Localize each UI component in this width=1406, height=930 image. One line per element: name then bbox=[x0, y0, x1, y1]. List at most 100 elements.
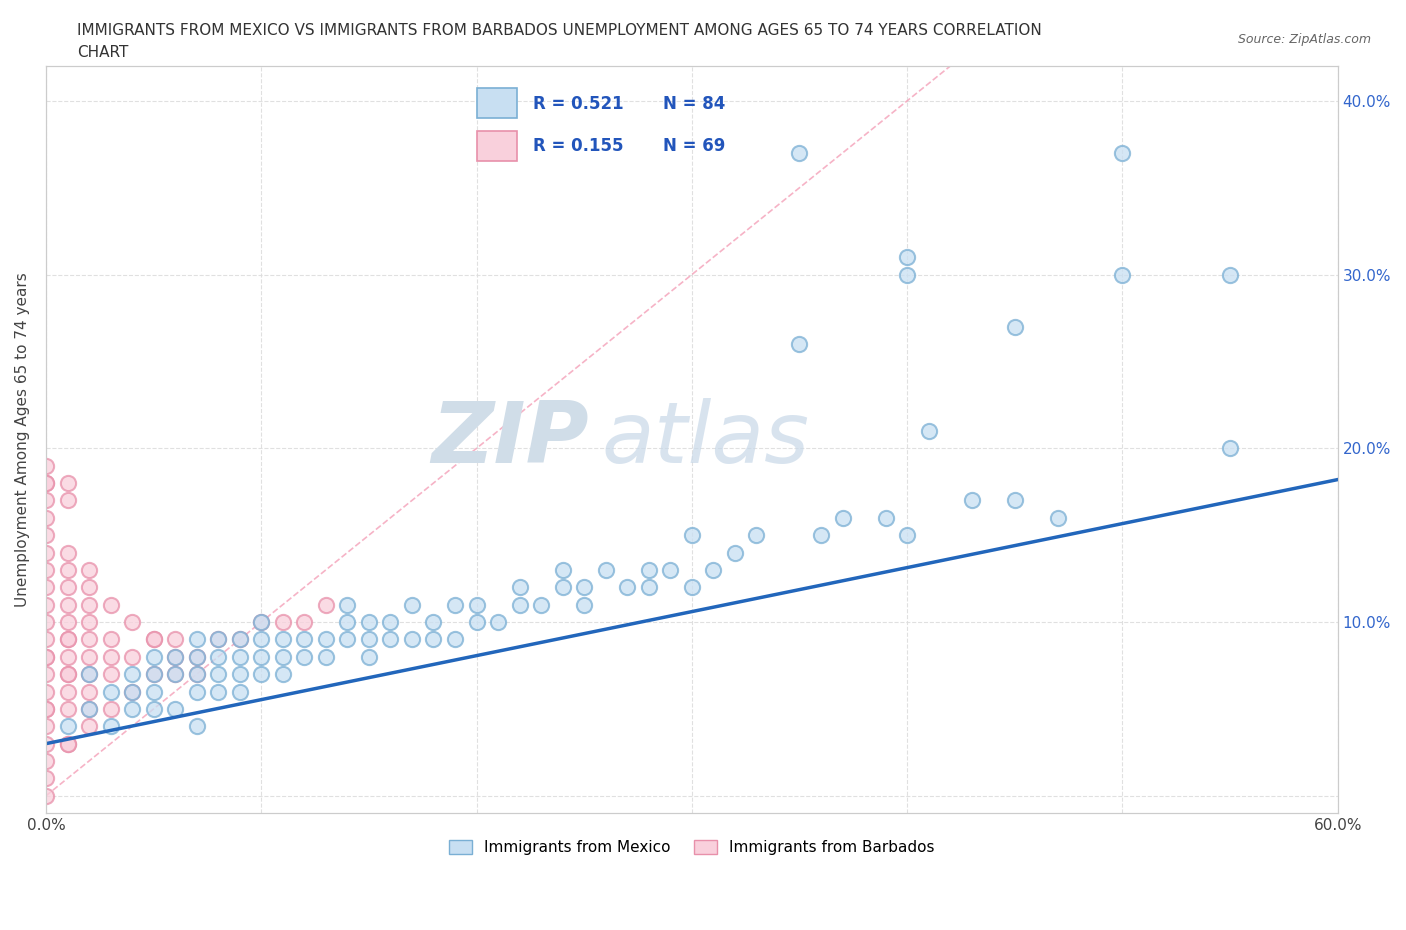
Point bbox=[56, 632, 79, 647]
Point bbox=[292, 615, 315, 630]
Point bbox=[35, 527, 58, 542]
Point bbox=[35, 649, 58, 664]
Text: atlas: atlas bbox=[602, 398, 810, 481]
Point bbox=[77, 667, 100, 682]
Point bbox=[77, 684, 100, 699]
Point bbox=[35, 511, 58, 525]
Point bbox=[142, 649, 165, 664]
Point bbox=[56, 701, 79, 716]
Point bbox=[35, 649, 58, 664]
Point bbox=[165, 667, 187, 682]
Text: R = 0.155: R = 0.155 bbox=[533, 137, 623, 155]
Point bbox=[401, 597, 423, 612]
Point bbox=[100, 701, 122, 716]
Point bbox=[917, 423, 939, 438]
Point bbox=[121, 649, 143, 664]
Point bbox=[207, 684, 229, 699]
Point bbox=[530, 597, 553, 612]
Point bbox=[100, 667, 122, 682]
Point bbox=[228, 649, 250, 664]
Point bbox=[486, 615, 509, 630]
Point bbox=[315, 632, 337, 647]
Point bbox=[271, 615, 294, 630]
Point bbox=[165, 649, 187, 664]
Point bbox=[35, 493, 58, 508]
Point bbox=[35, 753, 58, 768]
Point bbox=[875, 511, 897, 525]
Point bbox=[315, 597, 337, 612]
Point bbox=[121, 684, 143, 699]
Point bbox=[121, 667, 143, 682]
Point bbox=[681, 580, 703, 595]
Point bbox=[228, 667, 250, 682]
Point bbox=[336, 615, 359, 630]
Point bbox=[745, 527, 768, 542]
Point bbox=[165, 632, 187, 647]
Point bbox=[56, 545, 79, 560]
Point bbox=[616, 580, 638, 595]
Point bbox=[56, 493, 79, 508]
Point bbox=[35, 701, 58, 716]
Point bbox=[186, 667, 208, 682]
Point bbox=[35, 684, 58, 699]
Point bbox=[142, 667, 165, 682]
Point bbox=[250, 649, 273, 664]
Point bbox=[292, 649, 315, 664]
Point bbox=[77, 719, 100, 734]
Point bbox=[186, 684, 208, 699]
Point bbox=[1219, 441, 1241, 456]
Point bbox=[659, 563, 682, 578]
Text: IMMIGRANTS FROM MEXICO VS IMMIGRANTS FROM BARBADOS UNEMPLOYMENT AMONG AGES 65 TO: IMMIGRANTS FROM MEXICO VS IMMIGRANTS FRO… bbox=[77, 23, 1042, 38]
Text: R = 0.521: R = 0.521 bbox=[533, 95, 623, 113]
Point bbox=[56, 563, 79, 578]
Point bbox=[56, 615, 79, 630]
Point bbox=[56, 719, 79, 734]
Point bbox=[357, 632, 380, 647]
Point bbox=[142, 632, 165, 647]
Point bbox=[896, 267, 918, 282]
Point bbox=[77, 563, 100, 578]
Point bbox=[100, 597, 122, 612]
Point bbox=[207, 667, 229, 682]
Point bbox=[724, 545, 747, 560]
Point bbox=[444, 597, 467, 612]
Point bbox=[250, 667, 273, 682]
Point bbox=[165, 649, 187, 664]
Point bbox=[56, 649, 79, 664]
Point bbox=[207, 632, 229, 647]
Point bbox=[35, 719, 58, 734]
Point bbox=[77, 701, 100, 716]
Point bbox=[702, 563, 724, 578]
Point bbox=[336, 597, 359, 612]
Point bbox=[444, 632, 467, 647]
Point bbox=[1004, 319, 1026, 334]
Point bbox=[250, 615, 273, 630]
Point bbox=[896, 527, 918, 542]
Point bbox=[292, 632, 315, 647]
Point bbox=[551, 563, 574, 578]
Point bbox=[100, 719, 122, 734]
Point bbox=[35, 458, 58, 473]
FancyBboxPatch shape bbox=[477, 131, 517, 161]
Point bbox=[56, 597, 79, 612]
Point bbox=[186, 649, 208, 664]
Point bbox=[56, 580, 79, 595]
Point bbox=[121, 701, 143, 716]
Point bbox=[228, 632, 250, 647]
Point bbox=[271, 632, 294, 647]
Point bbox=[165, 667, 187, 682]
Point bbox=[250, 632, 273, 647]
Point bbox=[35, 789, 58, 804]
Point bbox=[100, 684, 122, 699]
Point bbox=[77, 580, 100, 595]
Point bbox=[186, 649, 208, 664]
Point bbox=[35, 475, 58, 490]
Point bbox=[77, 649, 100, 664]
Point bbox=[142, 667, 165, 682]
Point bbox=[336, 632, 359, 647]
Point bbox=[77, 597, 100, 612]
Point bbox=[810, 527, 832, 542]
Point bbox=[56, 667, 79, 682]
Point bbox=[121, 615, 143, 630]
Point bbox=[422, 632, 444, 647]
